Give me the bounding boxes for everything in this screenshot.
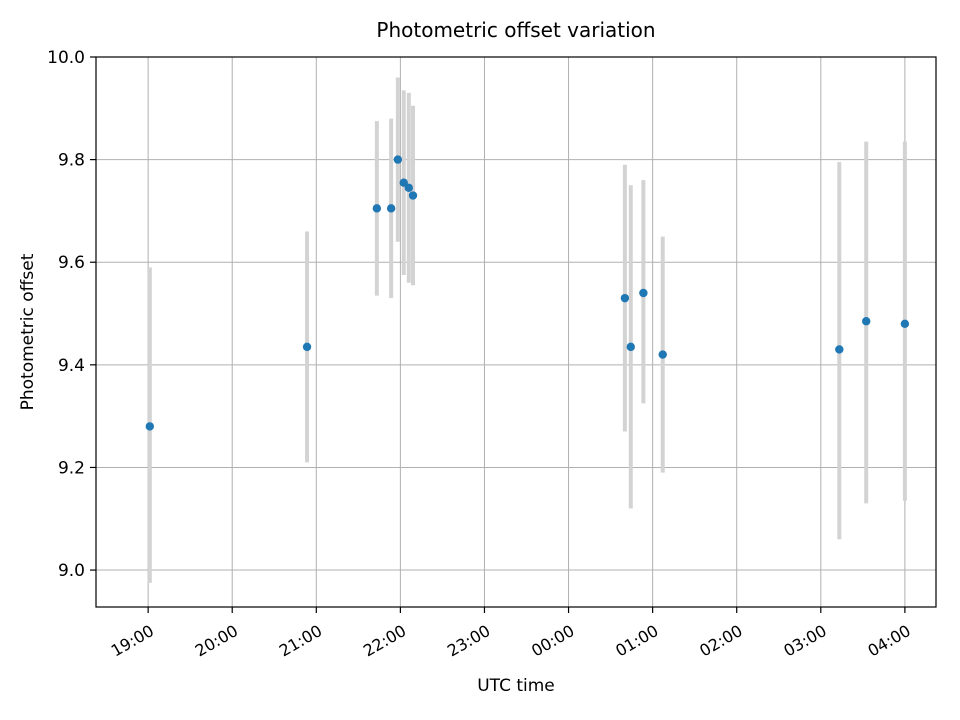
data-point	[372, 204, 382, 213]
x-axis-label: UTC time	[477, 676, 555, 696]
x-tick-label: 01:00	[612, 621, 661, 661]
data-point	[639, 288, 648, 298]
data-point	[862, 317, 871, 326]
x-tick-label: 21:00	[276, 621, 325, 661]
x-tick-label: 02:00	[696, 621, 745, 661]
data-point	[145, 422, 155, 431]
y-tick-label: 9.2	[58, 458, 85, 478]
x-tick-label: 22:00	[360, 621, 409, 661]
data-point	[399, 178, 408, 187]
x-tick-label: 04:00	[864, 621, 913, 661]
y-tick-label: 10.0	[47, 48, 85, 68]
data-point	[900, 319, 910, 328]
chart-title: Photometric offset variation	[376, 18, 656, 42]
data-point	[386, 204, 396, 213]
x-tick-label: 19:00	[108, 621, 157, 661]
x-tick-label: 23:00	[444, 621, 493, 661]
data-point	[626, 342, 635, 352]
data-point	[408, 191, 418, 200]
data-point	[658, 350, 667, 359]
data-point	[620, 293, 630, 303]
y-tick-label: 9.0	[58, 561, 85, 581]
y-tick-label: 9.8	[58, 151, 85, 171]
data-point	[302, 342, 312, 352]
data-point	[393, 155, 403, 164]
y-axis-label: Photometric offset	[18, 253, 38, 411]
x-tick-label: 20:00	[192, 621, 241, 661]
x-tick-label: 03:00	[780, 621, 829, 661]
y-tick-label: 9.6	[58, 253, 85, 273]
data-point	[835, 345, 844, 354]
y-tick-label: 9.4	[58, 356, 85, 376]
x-tick-label: 00:00	[528, 621, 577, 661]
data-point	[404, 183, 413, 193]
axes-frame	[95, 56, 937, 608]
